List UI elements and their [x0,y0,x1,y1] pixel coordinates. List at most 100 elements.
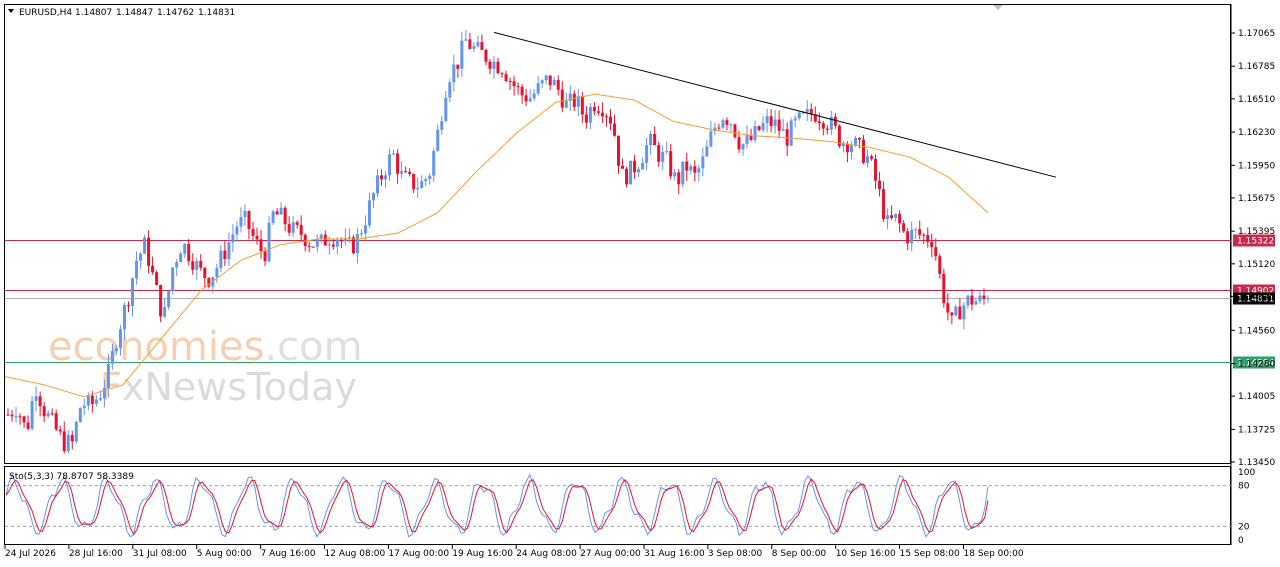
candle-body [223,250,227,260]
stochastic-tick-label: 100 [1238,468,1255,478]
candle-body [612,123,616,136]
candle-body [857,137,861,140]
candle-body [34,396,38,402]
candle-body [480,42,484,50]
trendline[interactable] [493,31,1057,178]
candle-body [958,306,962,320]
candle-body [231,234,235,243]
time-tick-label: 3 Sep 08:00 [708,549,763,559]
candle-body [801,112,805,114]
candle-body [400,171,404,174]
price-tick-label: 1.16510 [1238,95,1275,105]
candle-body [86,395,90,406]
candle-body [512,81,516,87]
level-price-label: 1.14902 [1237,287,1274,297]
candle-body [576,96,580,107]
time-tick-label: 31 Jul 08:00 [133,549,187,559]
candle-body [633,160,637,173]
candle-body [882,189,886,219]
candle-body [532,93,536,99]
candle-body [18,416,22,418]
candle-body [247,211,251,230]
candle-body [500,73,504,75]
candle-body [135,260,139,279]
stochastic-tick-label: 0 [1238,536,1244,546]
candle-body [661,151,665,162]
candle-body [159,284,163,317]
candle-body [323,234,327,246]
candle-body [404,171,408,173]
candle-body [978,295,982,302]
candle-body [874,158,878,181]
watermark-line2: FxNewsToday [100,365,357,409]
candle-body [460,40,464,69]
candle-body [544,75,548,81]
stochastic-tick-label: 20 [1238,522,1250,532]
candle-body [729,124,733,126]
candle-body [621,165,625,169]
candle-body [669,151,673,177]
price-tick-label: 1.15120 [1238,260,1275,270]
candle-body [805,108,809,113]
candle-body [665,151,669,153]
candle-body [898,213,902,224]
header-low: 1.14762 [157,8,194,18]
candle-body [709,131,713,147]
candle-body [910,229,914,244]
candle-body [845,143,849,153]
candle-body [765,116,769,124]
candle-body [476,42,480,47]
candle-body [508,80,512,82]
candle-body [62,431,66,452]
candle-body [777,119,781,131]
candle-body [295,222,299,225]
candle-body [488,61,492,69]
price-axis: 1.17065 1.16785 1.16510 1.16230 1.15950 1.156… [1231,29,1275,468]
candle-body [837,125,841,147]
stochastic-label: Sto(5,3,3) 78.8707 58.3389 [9,472,134,482]
price-tick-label: 1.17065 [1238,29,1275,39]
candle-body [528,98,532,102]
candle-body [171,267,175,291]
chart-menu-triangle-icon[interactable] [8,9,14,13]
candle-body [950,312,954,316]
time-tick-label: 17 Aug 00:00 [388,549,449,559]
candle-body [560,89,564,108]
candle-body [685,161,689,171]
stochastic-panel[interactable] [4,466,1231,545]
candle-body [781,129,785,131]
trendline-group[interactable] [493,31,1057,178]
candle-body [717,127,721,129]
candle-body [355,234,359,253]
candle-body [66,434,70,452]
candle-body [849,145,853,153]
candle-body [701,156,705,169]
candle-body [789,120,793,146]
shift-marker-icon[interactable] [993,5,1003,10]
candle-body [70,434,74,442]
candle-body [114,348,118,352]
candle-body [677,172,681,185]
candle-body [645,145,649,163]
candle-body [657,145,661,162]
candle-body [331,244,335,247]
candle-body [866,156,870,163]
candle-body [187,244,191,262]
main-chart-panel[interactable] [4,4,1231,464]
candle-body [440,121,444,130]
candle-body [239,216,243,227]
candle-body [504,74,508,81]
candle-body [568,93,572,101]
candle-body [938,256,942,274]
candle-body [890,215,894,219]
candle-body [183,244,187,254]
candle-body [870,156,874,159]
candle-body [444,97,448,122]
candle-body [388,154,392,176]
candle-body [753,126,757,141]
candle-body [797,112,801,119]
candle-body [163,307,167,317]
candle-body [380,175,384,180]
